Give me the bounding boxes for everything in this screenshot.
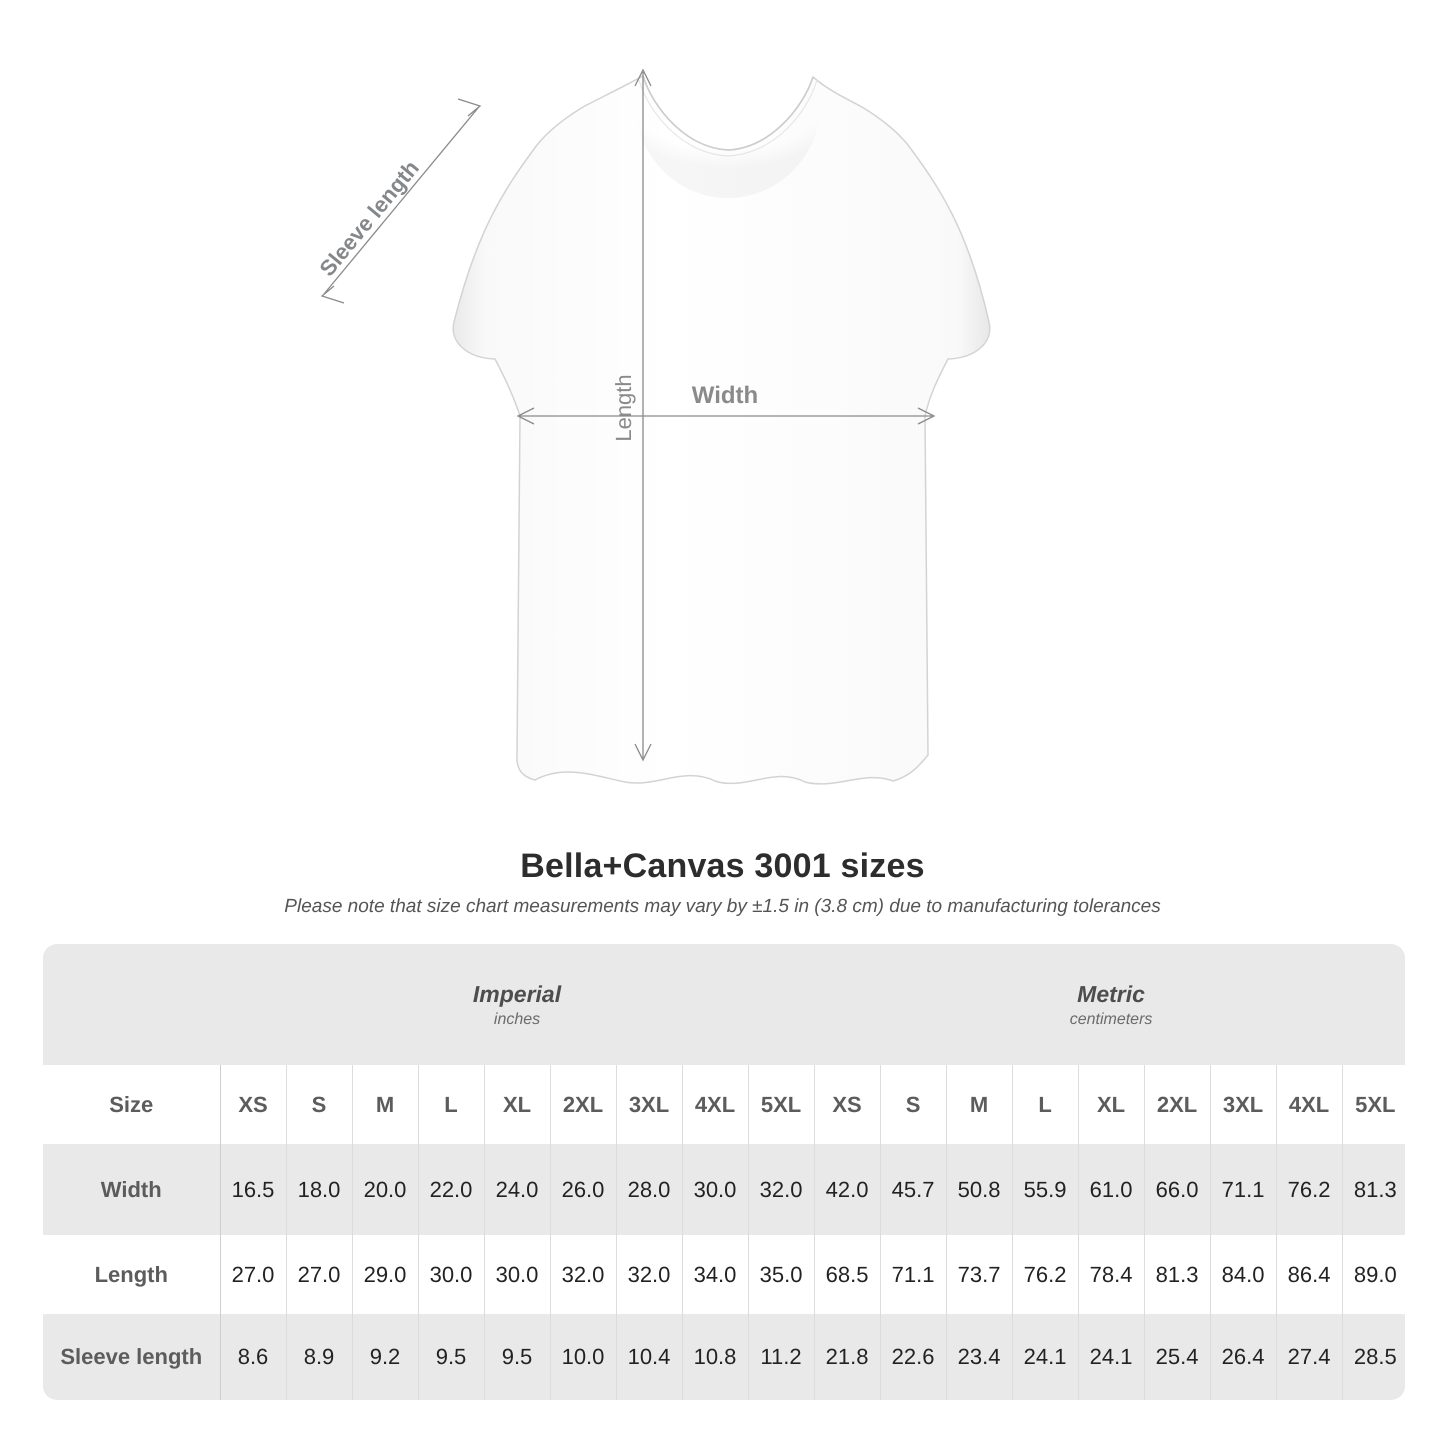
svg-text:Width: Width	[692, 382, 758, 409]
svg-text:Length: Length	[611, 374, 636, 441]
svg-text:Sleeve length: Sleeve length	[314, 156, 424, 281]
